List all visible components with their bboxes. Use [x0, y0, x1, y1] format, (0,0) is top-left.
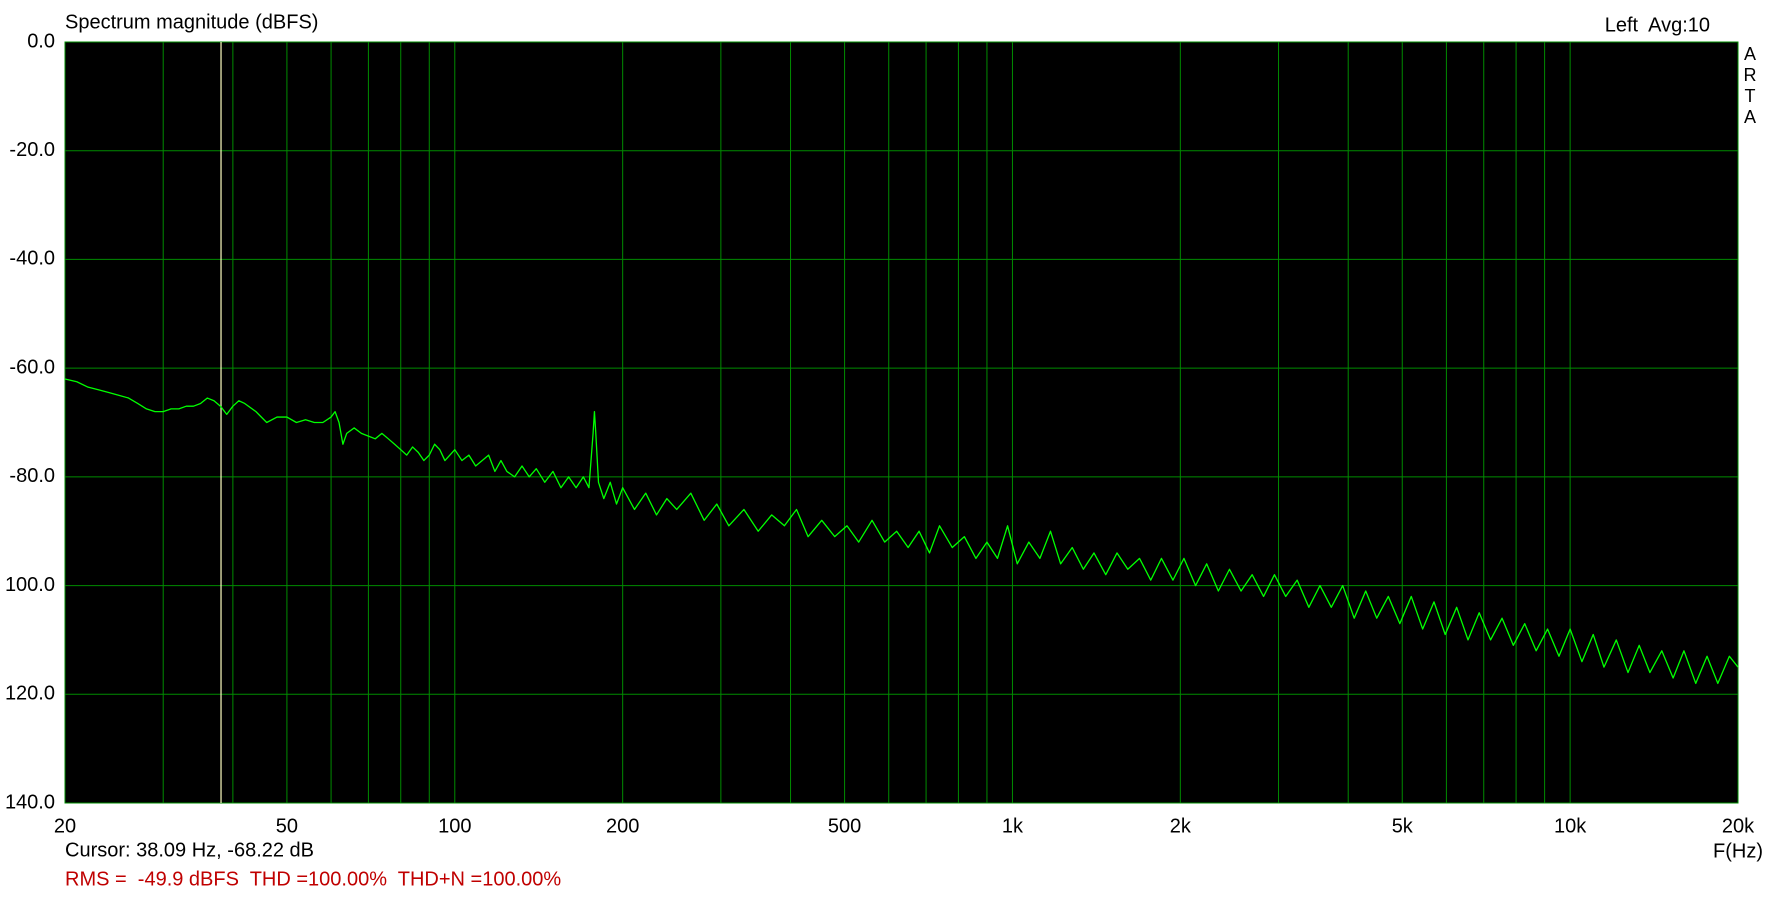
y-tick-label: 100.0	[5, 574, 55, 596]
plot-area	[65, 42, 1738, 803]
x-tick-label: 100	[438, 815, 471, 837]
x-tick-label: 200	[606, 815, 639, 837]
status-line: RMS = -49.9 dBFS THD =100.00% THD+N =100…	[65, 868, 561, 890]
chart-title: Spectrum magnitude (dBFS)	[65, 11, 318, 33]
y-tick-label: 140.0	[5, 791, 55, 813]
y-tick-label: 120.0	[5, 683, 55, 705]
x-tick-label: 2k	[1170, 815, 1192, 837]
x-tick-label: 50	[276, 815, 298, 837]
x-tick-label: 5k	[1392, 815, 1414, 837]
cursor-readout: Cursor: 38.09 Hz, -68.22 dB	[65, 839, 314, 861]
x-tick-label: 20	[54, 815, 76, 837]
plot-border	[64, 41, 1739, 804]
x-tick-label: 20k	[1722, 815, 1755, 837]
x-tick-label: 500	[828, 815, 861, 837]
x-axis-label: F(Hz)	[1713, 840, 1763, 862]
x-tick-label: 10k	[1554, 815, 1587, 837]
y-tick-label: 0.0	[27, 30, 55, 52]
y-tick-label: -60.0	[9, 356, 55, 378]
spectrum-line	[64, 378, 1739, 685]
y-tick-label: -80.0	[9, 465, 55, 487]
channel-info: Left Avg:10	[1605, 14, 1710, 36]
side-label: ARTA	[1743, 44, 1757, 127]
y-tick-label: -40.0	[9, 248, 55, 270]
x-tick-label: 1k	[1002, 815, 1024, 837]
y-tick-label: -20.0	[9, 139, 55, 161]
